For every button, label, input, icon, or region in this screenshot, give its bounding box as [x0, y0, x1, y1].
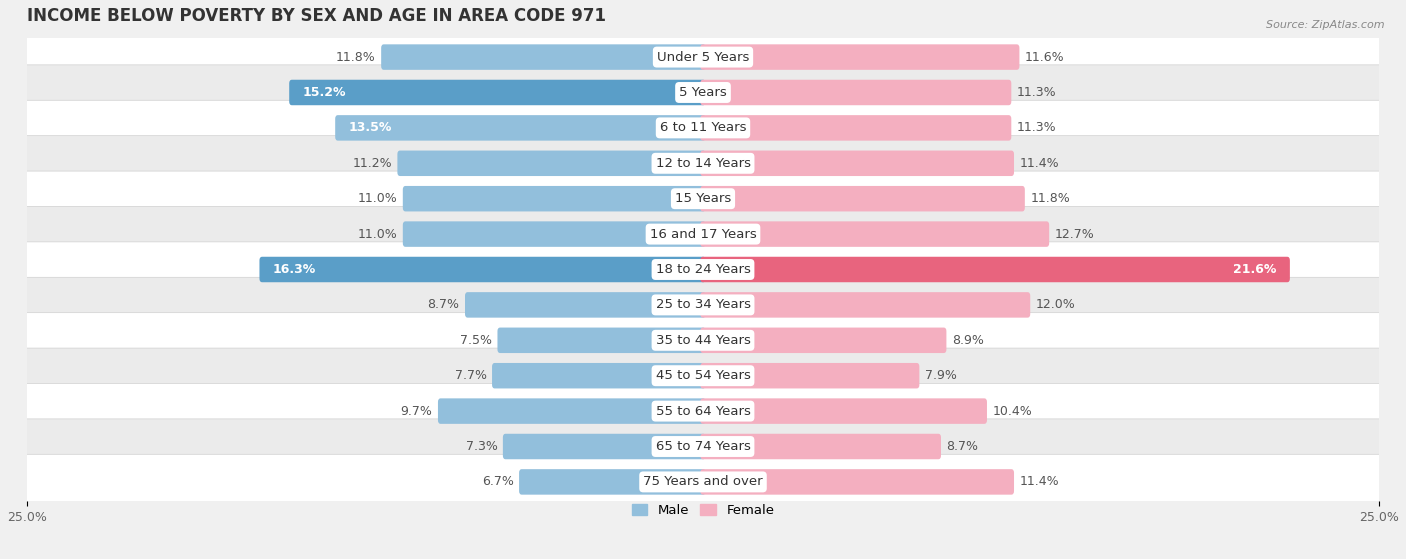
- FancyBboxPatch shape: [700, 399, 987, 424]
- FancyBboxPatch shape: [700, 363, 920, 389]
- FancyBboxPatch shape: [700, 150, 1014, 176]
- Text: 16 and 17 Years: 16 and 17 Years: [650, 228, 756, 240]
- FancyBboxPatch shape: [335, 115, 706, 141]
- FancyBboxPatch shape: [700, 434, 941, 459]
- Text: 55 to 64 Years: 55 to 64 Years: [655, 405, 751, 418]
- Text: 13.5%: 13.5%: [349, 121, 392, 134]
- FancyBboxPatch shape: [18, 206, 1388, 262]
- Text: 8.9%: 8.9%: [952, 334, 984, 347]
- FancyBboxPatch shape: [290, 80, 706, 105]
- FancyBboxPatch shape: [18, 65, 1388, 120]
- Text: 18 to 24 Years: 18 to 24 Years: [655, 263, 751, 276]
- Text: 7.3%: 7.3%: [465, 440, 498, 453]
- FancyBboxPatch shape: [700, 292, 1031, 318]
- FancyBboxPatch shape: [260, 257, 706, 282]
- Text: 11.3%: 11.3%: [1017, 86, 1056, 99]
- FancyBboxPatch shape: [700, 328, 946, 353]
- Text: 7.9%: 7.9%: [925, 369, 956, 382]
- Legend: Male, Female: Male, Female: [626, 499, 780, 523]
- Text: Source: ZipAtlas.com: Source: ZipAtlas.com: [1267, 20, 1385, 30]
- Text: 7.7%: 7.7%: [454, 369, 486, 382]
- Text: 12 to 14 Years: 12 to 14 Years: [655, 157, 751, 170]
- Text: 8.7%: 8.7%: [427, 299, 460, 311]
- FancyBboxPatch shape: [700, 257, 1289, 282]
- FancyBboxPatch shape: [381, 44, 706, 70]
- Text: 25 to 34 Years: 25 to 34 Years: [655, 299, 751, 311]
- Text: Under 5 Years: Under 5 Years: [657, 50, 749, 64]
- FancyBboxPatch shape: [700, 44, 1019, 70]
- Text: INCOME BELOW POVERTY BY SEX AND AGE IN AREA CODE 971: INCOME BELOW POVERTY BY SEX AND AGE IN A…: [27, 7, 606, 25]
- Text: 9.7%: 9.7%: [401, 405, 433, 418]
- Text: 11.6%: 11.6%: [1025, 50, 1064, 64]
- FancyBboxPatch shape: [700, 469, 1014, 495]
- FancyBboxPatch shape: [18, 136, 1388, 191]
- Text: 7.5%: 7.5%: [460, 334, 492, 347]
- Text: 15.2%: 15.2%: [302, 86, 346, 99]
- Text: 65 to 74 Years: 65 to 74 Years: [655, 440, 751, 453]
- Text: 11.3%: 11.3%: [1017, 121, 1056, 134]
- Text: 15 Years: 15 Years: [675, 192, 731, 205]
- Text: 75 Years and over: 75 Years and over: [643, 475, 763, 489]
- FancyBboxPatch shape: [700, 80, 1011, 105]
- Text: 16.3%: 16.3%: [273, 263, 316, 276]
- FancyBboxPatch shape: [398, 150, 706, 176]
- Text: 11.8%: 11.8%: [1031, 192, 1070, 205]
- FancyBboxPatch shape: [492, 363, 706, 389]
- Text: 12.0%: 12.0%: [1036, 299, 1076, 311]
- Text: 11.0%: 11.0%: [357, 228, 398, 240]
- FancyBboxPatch shape: [519, 469, 706, 495]
- Text: 11.2%: 11.2%: [353, 157, 392, 170]
- Text: 12.7%: 12.7%: [1054, 228, 1094, 240]
- Text: 8.7%: 8.7%: [946, 440, 979, 453]
- FancyBboxPatch shape: [18, 242, 1388, 297]
- FancyBboxPatch shape: [498, 328, 706, 353]
- FancyBboxPatch shape: [18, 419, 1388, 474]
- FancyBboxPatch shape: [18, 348, 1388, 404]
- Text: 11.0%: 11.0%: [357, 192, 398, 205]
- Text: 6.7%: 6.7%: [482, 475, 513, 489]
- Text: 45 to 54 Years: 45 to 54 Years: [655, 369, 751, 382]
- FancyBboxPatch shape: [402, 186, 706, 211]
- FancyBboxPatch shape: [18, 100, 1388, 155]
- Text: 11.4%: 11.4%: [1019, 475, 1059, 489]
- Text: 35 to 44 Years: 35 to 44 Years: [655, 334, 751, 347]
- FancyBboxPatch shape: [465, 292, 706, 318]
- FancyBboxPatch shape: [18, 454, 1388, 509]
- FancyBboxPatch shape: [437, 399, 706, 424]
- FancyBboxPatch shape: [503, 434, 706, 459]
- FancyBboxPatch shape: [700, 221, 1049, 247]
- FancyBboxPatch shape: [700, 186, 1025, 211]
- FancyBboxPatch shape: [18, 30, 1388, 85]
- Text: 5 Years: 5 Years: [679, 86, 727, 99]
- FancyBboxPatch shape: [18, 312, 1388, 368]
- FancyBboxPatch shape: [700, 115, 1011, 141]
- Text: 6 to 11 Years: 6 to 11 Years: [659, 121, 747, 134]
- FancyBboxPatch shape: [18, 383, 1388, 439]
- Text: 21.6%: 21.6%: [1233, 263, 1277, 276]
- Text: 11.4%: 11.4%: [1019, 157, 1059, 170]
- Text: 11.8%: 11.8%: [336, 50, 375, 64]
- FancyBboxPatch shape: [18, 171, 1388, 226]
- FancyBboxPatch shape: [402, 221, 706, 247]
- Text: 10.4%: 10.4%: [993, 405, 1032, 418]
- FancyBboxPatch shape: [18, 277, 1388, 333]
